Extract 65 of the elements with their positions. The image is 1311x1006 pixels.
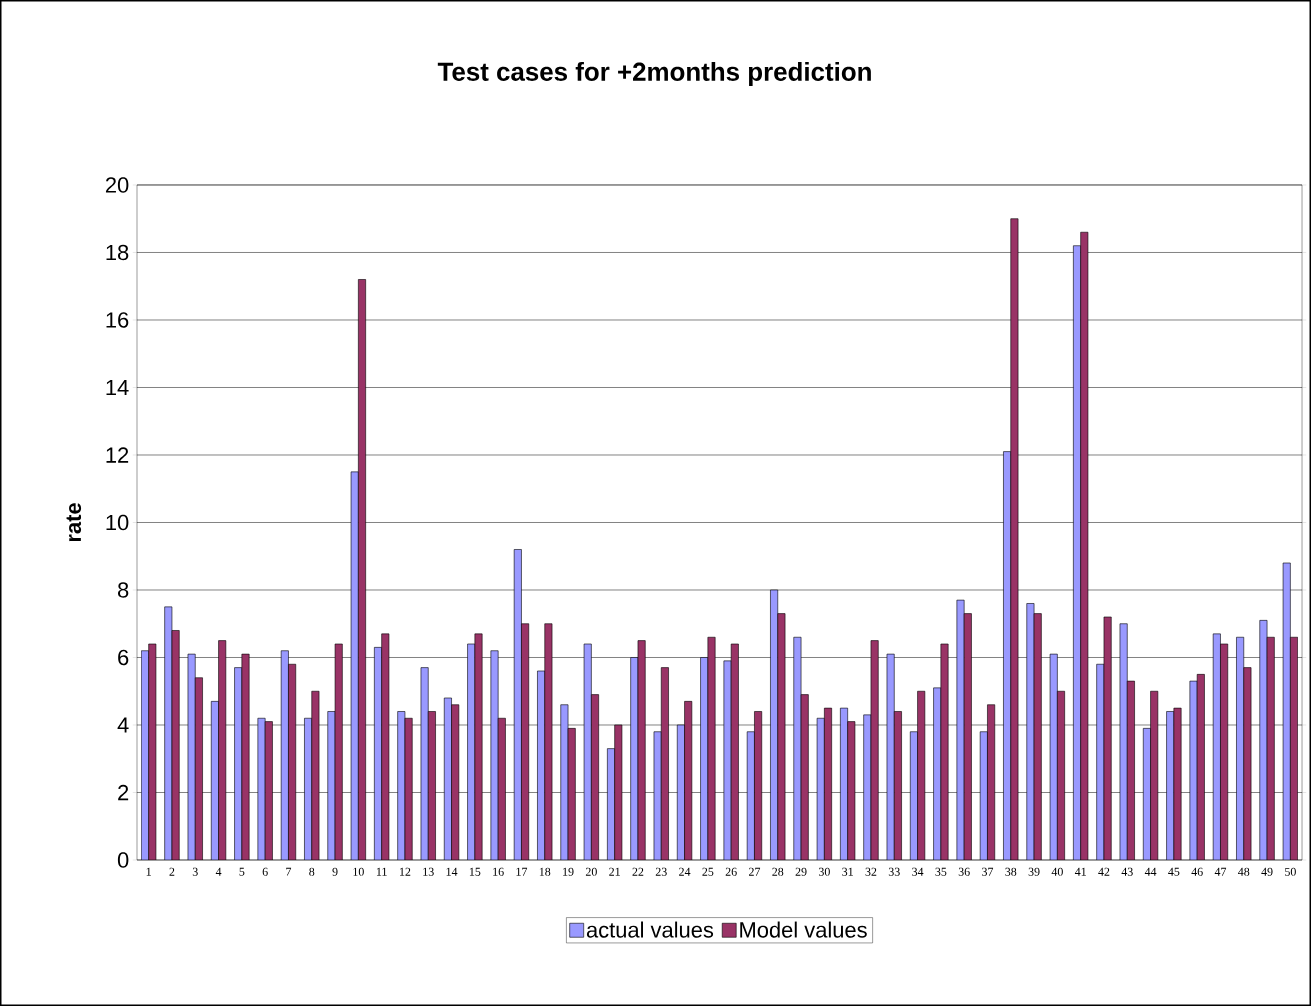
x-tick-label: 24 — [679, 867, 691, 876]
x-tick-label: 42 — [1098, 867, 1110, 876]
x-tick-label: 11 — [376, 867, 387, 876]
x-tick-label: 12 — [400, 867, 411, 876]
x-tick-label: 9 — [332, 867, 338, 876]
x-tick-label: 1 — [146, 867, 151, 876]
x-tick-label: 41 — [1074, 867, 1086, 876]
x-tick-label: 4 — [215, 867, 222, 876]
x-tick-label: 49 — [1261, 867, 1273, 876]
x-tick-label: 13 — [423, 867, 434, 876]
y-tick-label: 0 — [117, 852, 129, 868]
x-tick-label: 33 — [888, 867, 900, 876]
x-tick-label: 14 — [446, 867, 458, 876]
x-tick-label: 10 — [353, 867, 364, 876]
x-tick-label: 21 — [609, 867, 620, 876]
x-tick-label: 25 — [702, 867, 714, 876]
x-tick-label: 47 — [1214, 867, 1227, 876]
x-tick-label: 22 — [632, 867, 644, 876]
x-tick-label: 34 — [912, 867, 924, 876]
x-tick-label: 20 — [585, 867, 597, 876]
x-tick-label: 16 — [493, 867, 504, 876]
x-tick-label: 17 — [516, 867, 528, 876]
legend-label: actual values — [586, 921, 714, 938]
chart-title: Test cases for +2months prediction — [437, 61, 871, 87]
y-axis-title: rate — [66, 503, 82, 542]
y-tick-label: 8 — [118, 582, 129, 598]
x-tick-label: 32 — [865, 867, 877, 876]
x-tick-label: 35 — [935, 867, 947, 876]
y-tick-label: 14 — [106, 379, 129, 396]
x-tick-label: 40 — [1051, 867, 1063, 876]
x-tick-label: 36 — [958, 867, 970, 876]
x-tick-label: 45 — [1168, 867, 1180, 876]
x-tick-label: 37 — [982, 867, 994, 876]
x-tick-label: 29 — [795, 867, 807, 876]
y-tick-label: 4 — [117, 717, 129, 733]
y-tick-label: 20 — [105, 177, 129, 193]
x-tick-label: 15 — [469, 867, 481, 876]
x-tick-label: 6 — [262, 867, 268, 876]
x-tick-label: 2 — [169, 867, 175, 876]
x-tick-label: 38 — [1005, 867, 1017, 876]
y-tick-label: 12 — [106, 447, 129, 463]
x-tick-label: 5 — [239, 867, 245, 876]
y-tick-label: 2 — [118, 784, 129, 801]
x-tick-label: 50 — [1285, 867, 1296, 876]
x-tick-label: 46 — [1191, 867, 1203, 876]
x-tick-label: 19 — [563, 867, 574, 876]
x-tick-label: 18 — [539, 867, 551, 876]
y-tick-label: 10 — [106, 514, 129, 531]
x-tick-label: 8 — [309, 867, 315, 876]
x-tick-label: 27 — [749, 867, 761, 876]
x-tick-label: 23 — [655, 867, 667, 876]
x-tick-label: 43 — [1121, 867, 1133, 876]
x-tick-label: 31 — [842, 867, 853, 876]
y-tick-label: 16 — [106, 312, 129, 328]
x-tick-label: 28 — [772, 867, 784, 876]
legend-label: Model values — [740, 921, 867, 938]
y-tick-label: 18 — [106, 244, 129, 261]
x-tick-label: 39 — [1028, 867, 1040, 876]
x-tick-label: 3 — [192, 867, 198, 876]
x-tick-label: 48 — [1238, 867, 1250, 876]
x-tick-label: 26 — [725, 867, 737, 876]
x-tick-label: 30 — [818, 867, 830, 876]
y-tick-label: 6 — [118, 649, 129, 666]
x-tick-label: 44 — [1144, 867, 1157, 876]
x-tick-label: 7 — [286, 867, 292, 876]
